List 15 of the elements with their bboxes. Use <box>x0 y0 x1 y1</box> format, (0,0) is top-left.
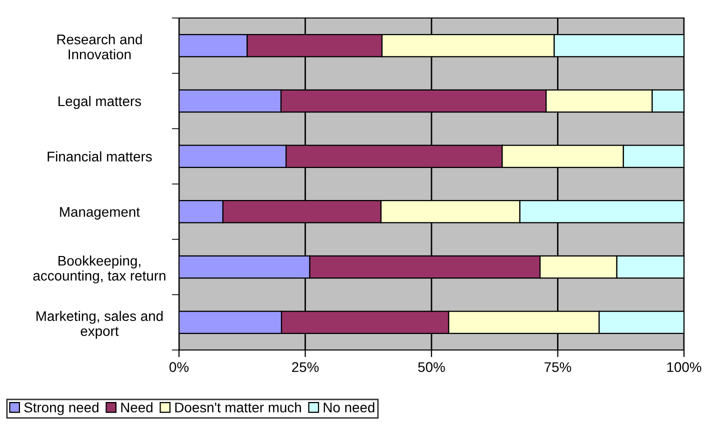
legend-label: Doesn't matter much <box>175 402 301 412</box>
x-tick-label: 100% <box>667 362 702 372</box>
y-tick-label: Management <box>60 207 140 220</box>
legend-label: Strong need <box>24 402 98 416</box>
y-tick-label: Legal matters <box>58 96 142 109</box>
x-tick-label: 25% <box>292 362 319 372</box>
y-tick-label: Research and Innovation <box>57 34 142 60</box>
x-tick-label: 75% <box>544 362 572 372</box>
y-tick-label: Marketing, sales and export <box>36 310 163 339</box>
legend-label: No need <box>324 402 374 412</box>
x-tick-label: 0% <box>170 362 189 372</box>
x-tick-label: 50% <box>418 362 445 372</box>
legend-label: Need <box>121 402 152 412</box>
y-tick-label: Financial matters <box>48 151 152 162</box>
y-tick-label: Bookkeeping, accounting, tax return <box>33 255 166 284</box>
